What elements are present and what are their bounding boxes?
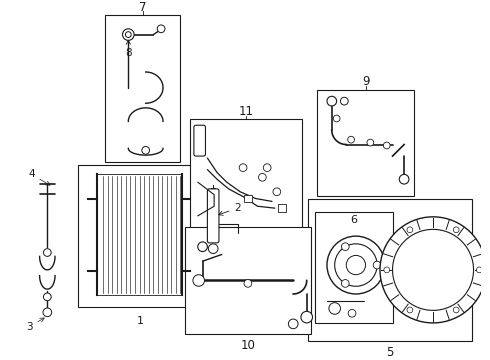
Circle shape	[239, 164, 247, 171]
Bar	[105, 15, 180, 162]
Bar	[190, 120, 302, 245]
Circle shape	[44, 249, 51, 256]
Circle shape	[476, 267, 482, 273]
Text: 2: 2	[219, 203, 241, 215]
Bar	[78, 165, 201, 307]
Circle shape	[348, 136, 354, 143]
Circle shape	[157, 25, 165, 33]
Circle shape	[259, 174, 266, 181]
Circle shape	[335, 244, 377, 286]
Circle shape	[342, 243, 349, 251]
Bar	[316, 212, 392, 323]
Circle shape	[380, 217, 486, 323]
Circle shape	[301, 311, 313, 323]
Text: 6: 6	[350, 215, 358, 225]
Circle shape	[384, 267, 390, 273]
Text: 10: 10	[241, 339, 255, 352]
Bar	[318, 90, 414, 195]
Circle shape	[399, 174, 409, 184]
Circle shape	[327, 96, 337, 106]
Circle shape	[43, 308, 51, 317]
Circle shape	[341, 97, 348, 105]
Text: 7: 7	[139, 1, 147, 14]
Text: 9: 9	[362, 75, 369, 88]
Circle shape	[453, 307, 459, 313]
Circle shape	[329, 303, 341, 314]
Circle shape	[193, 275, 204, 286]
Circle shape	[373, 261, 381, 269]
Circle shape	[383, 142, 390, 149]
Circle shape	[327, 236, 385, 294]
FancyBboxPatch shape	[207, 189, 219, 243]
Circle shape	[407, 227, 413, 233]
Text: 3: 3	[26, 318, 44, 332]
Circle shape	[392, 229, 473, 310]
Circle shape	[142, 147, 149, 154]
Circle shape	[263, 164, 271, 171]
Text: 4: 4	[28, 169, 50, 185]
Bar	[244, 195, 252, 202]
Circle shape	[453, 227, 459, 233]
Circle shape	[346, 255, 366, 275]
Circle shape	[348, 309, 356, 317]
Circle shape	[407, 307, 413, 313]
Circle shape	[208, 244, 218, 253]
Bar	[308, 198, 471, 341]
Bar	[185, 228, 311, 333]
Text: 11: 11	[239, 105, 253, 118]
Circle shape	[367, 139, 374, 146]
FancyBboxPatch shape	[194, 125, 205, 156]
Circle shape	[333, 115, 340, 122]
Circle shape	[244, 279, 252, 287]
Bar	[278, 204, 286, 212]
Circle shape	[198, 242, 207, 252]
Circle shape	[289, 319, 298, 329]
Text: 8: 8	[125, 40, 132, 58]
Circle shape	[342, 280, 349, 287]
Circle shape	[122, 29, 134, 40]
Circle shape	[44, 293, 51, 301]
Circle shape	[273, 188, 281, 195]
Text: 1: 1	[136, 316, 144, 326]
Text: 5: 5	[386, 346, 393, 359]
Circle shape	[125, 32, 131, 37]
